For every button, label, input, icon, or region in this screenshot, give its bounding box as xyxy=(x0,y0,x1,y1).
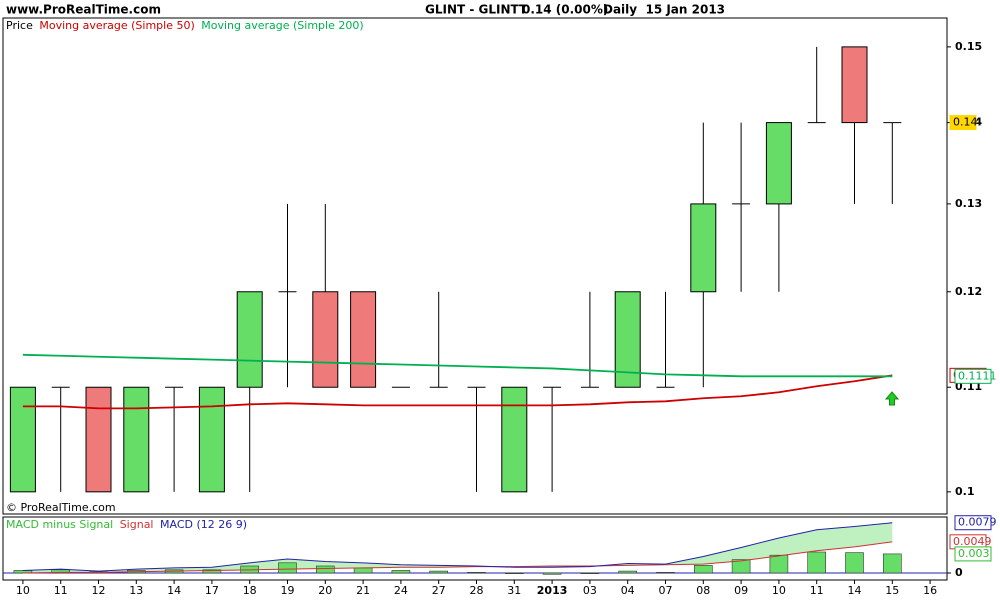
macd-legend: MACD minus Signal Signal MACD (12 26 9) xyxy=(6,518,247,531)
line xyxy=(22,353,893,378)
y-tick-label: 0.15 xyxy=(955,40,982,53)
x-tick-label: 03 xyxy=(583,584,597,597)
y-tick-label: 0.12 xyxy=(955,285,982,298)
histogram-bar xyxy=(542,572,562,575)
x-tick-label: 27 xyxy=(432,584,446,597)
x-tick-label: 19 xyxy=(281,584,295,597)
line xyxy=(22,522,893,572)
histogram-bar xyxy=(580,572,600,574)
site: www.ProRealTime.com xyxy=(6,3,161,17)
histogram-bar xyxy=(882,553,902,574)
x-tick-label: 24 xyxy=(394,584,408,597)
value-marker xyxy=(949,115,977,131)
legend-entry: Signal xyxy=(120,518,154,531)
x-tick-label: 10 xyxy=(16,584,30,597)
candle-body xyxy=(501,386,528,493)
y-tick-label: 0.13 xyxy=(955,197,982,210)
histogram-bar xyxy=(51,569,71,574)
y-tick-label: 0.1 xyxy=(955,485,975,498)
histogram-bar xyxy=(391,570,411,574)
candle-body xyxy=(350,291,377,388)
value-marker xyxy=(954,368,992,384)
histogram-bar xyxy=(278,562,297,574)
x-tick-label: 04 xyxy=(621,584,635,597)
candle-body xyxy=(841,46,868,124)
x-tick-label: 31 xyxy=(507,584,521,597)
candle-body xyxy=(85,386,112,493)
candle-body xyxy=(765,122,792,205)
legend-entry: Moving average (Simple 200) xyxy=(201,19,363,32)
histogram-bar xyxy=(429,570,449,574)
price-label: Price xyxy=(6,19,33,32)
histogram-bar xyxy=(353,567,373,574)
x-tick-label: 16 xyxy=(923,584,937,597)
x-tick-label: 20 xyxy=(318,584,332,597)
histogram-bar xyxy=(769,554,789,574)
histogram-bar xyxy=(202,569,222,574)
legend-entry: MACD minus Signal xyxy=(6,518,113,531)
x-tick-label: 07 xyxy=(659,584,673,597)
candle-body xyxy=(123,386,150,493)
change: 0.14 (0.00%) xyxy=(522,3,608,17)
value-marker xyxy=(954,515,992,531)
histogram-bar xyxy=(467,572,486,574)
histogram-bar xyxy=(807,551,827,574)
legend-entry: Moving average (Simple 50) xyxy=(39,19,194,32)
legend-entry: MACD (12 26 9) xyxy=(160,518,247,531)
x-tick-label: 21 xyxy=(356,584,370,597)
x-tick-label: 13 xyxy=(129,584,143,597)
histogram-bar xyxy=(693,565,713,574)
instrument: GLINT - GLINTT xyxy=(425,3,528,17)
up-arrow xyxy=(884,391,900,406)
value-marker-label: 0.003 xyxy=(958,547,990,560)
x-tick-label: 10 xyxy=(772,584,786,597)
histogram-bar xyxy=(504,572,524,574)
candle-body xyxy=(198,386,225,493)
x-tick-label: 14 xyxy=(848,584,862,597)
x-tick-label: 11 xyxy=(810,584,824,597)
x-tick-label: 12 xyxy=(92,584,106,597)
histogram-bar xyxy=(618,570,638,574)
x-tick-label: 15 xyxy=(885,584,899,597)
candle-body xyxy=(312,291,339,388)
histogram-bar xyxy=(656,572,675,574)
legend: Price Moving average (Simple 50) Moving … xyxy=(6,19,364,32)
x-tick-label: 11 xyxy=(54,584,68,597)
value-marker xyxy=(954,546,992,562)
candle-body xyxy=(236,291,263,388)
candle-body xyxy=(690,203,717,293)
line xyxy=(22,374,893,410)
x-tick-label: 2013 xyxy=(537,584,568,597)
x-tick-label: 14 xyxy=(167,584,181,597)
x-tick-label: 17 xyxy=(205,584,219,597)
histogram-bar xyxy=(731,559,751,574)
x-tick-label: 18 xyxy=(243,584,257,597)
x-tick-label: 08 xyxy=(696,584,710,597)
histogram-bar xyxy=(315,565,335,574)
candle-body xyxy=(9,386,36,493)
value-marker-label: 0.14 xyxy=(953,116,978,129)
line xyxy=(22,541,893,574)
value-marker-label: 0.0049 xyxy=(953,535,992,548)
copyright: © ProRealTime.com xyxy=(6,501,116,514)
macd-frame xyxy=(2,516,948,581)
value-marker-label: 0.0079 xyxy=(958,516,997,529)
x-tick-label: 09 xyxy=(734,584,748,597)
x-tick-label: 28 xyxy=(470,584,484,597)
price-frame xyxy=(2,17,948,515)
value-marker-label: 0.1111 xyxy=(958,369,997,382)
y-tick-label: 0 xyxy=(955,566,963,579)
period: Daily 15 Jan 2013 xyxy=(603,3,725,17)
histogram-bar xyxy=(845,552,864,574)
